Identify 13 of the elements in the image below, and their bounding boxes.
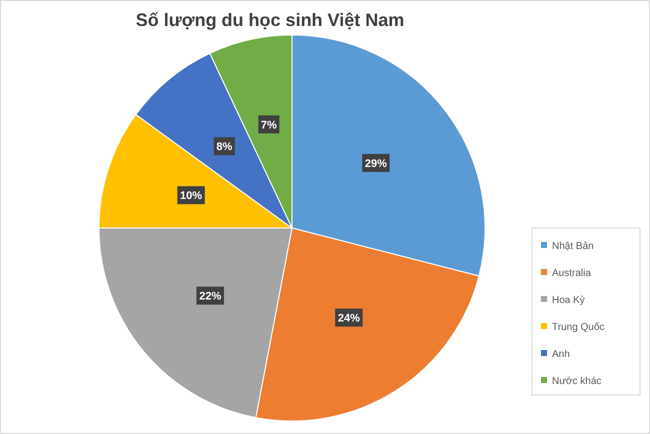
legend-label: Nhật Bản (552, 241, 594, 252)
data-label: 10% (180, 190, 202, 202)
chart-title: Số lượng du học sinh Việt Nam (136, 10, 404, 30)
data-label: 22% (199, 290, 222, 303)
legend-label: Nước khác (552, 376, 602, 387)
data-label: 8% (216, 141, 232, 154)
legend-label: Anh (552, 349, 570, 360)
legend-label: Hoa Kỳ (552, 295, 585, 306)
data-label: 29% (364, 158, 388, 170)
legend-label: Australia (552, 268, 592, 279)
data-label: 24% (338, 312, 360, 325)
legend-label: Trung Quốc (552, 322, 604, 333)
data-label: 7% (260, 119, 278, 132)
